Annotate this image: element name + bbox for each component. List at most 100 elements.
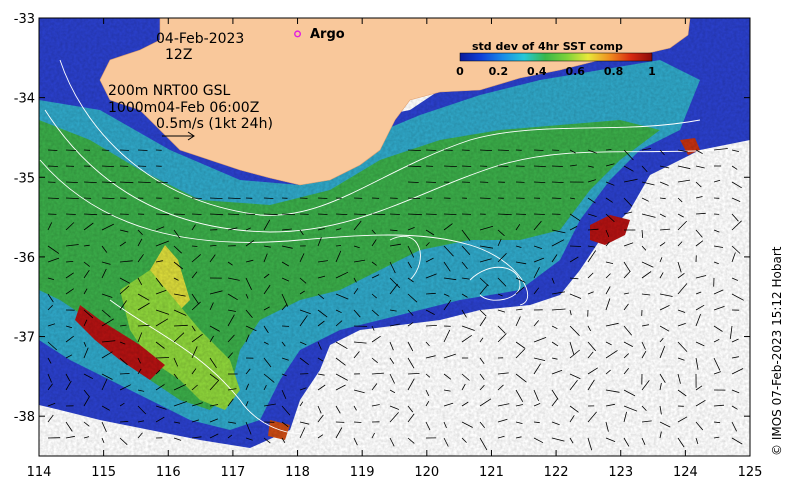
current-vector-arrow: [209, 325, 220, 332]
current-vector-arrow: [317, 341, 322, 350]
current-vector-arrow: [389, 309, 397, 312]
current-vector-arrow: [461, 401, 469, 407]
current-vector-arrow: [101, 318, 114, 327]
current-vector-arrow: [245, 401, 249, 407]
current-vector-arrow: [533, 389, 539, 401]
current-vector-arrow: [425, 341, 430, 347]
current-vector-arrow: [551, 165, 563, 167]
current-vector-arrow: [281, 357, 289, 361]
current-vector-arrow: [659, 373, 666, 383]
current-vector-arrow: [83, 373, 94, 380]
current-vector-arrow: [605, 341, 612, 346]
current-vector-arrow: [155, 213, 170, 216]
current-vector-arrow: [227, 421, 236, 424]
current-vector-arrow: [713, 338, 720, 343]
current-vector-arrow: [677, 165, 691, 170]
current-vector-arrow: [569, 379, 578, 391]
current-vector-arrow: [713, 148, 728, 151]
current-vector-arrow: [533, 213, 545, 215]
contour-legend-line-1: 200m NRT00 GSL: [108, 83, 231, 99]
current-vector-arrow: [353, 213, 367, 215]
current-vector-arrow: [659, 337, 664, 343]
current-vector-arrow: [731, 245, 741, 254]
current-vector-arrow: [353, 277, 357, 283]
current-vector-arrow: [551, 291, 565, 295]
current-vector-arrow: [515, 223, 521, 231]
current-vector-arrow: [335, 228, 342, 231]
current-vector-arrow: [335, 213, 348, 215]
current-vector-arrow: [713, 371, 722, 375]
current-vector-arrow: [497, 309, 506, 313]
current-vector-arrow: [119, 437, 128, 445]
current-vector-arrow: [569, 349, 580, 359]
current-vector-arrow: [263, 273, 270, 279]
current-vector-arrow: [155, 289, 167, 295]
current-vector-arrow: [479, 277, 489, 287]
map-hour: 12Z: [165, 47, 192, 63]
current-vector-arrow: [371, 213, 386, 216]
current-vector-arrow: [209, 302, 214, 311]
current-vector-arrow: [605, 421, 609, 432]
current-vector-arrow: [371, 309, 379, 317]
current-vector-arrow: [677, 323, 686, 327]
current-vector-arrow: [281, 213, 296, 215]
current-vector-arrow: [569, 277, 579, 280]
current-vector-arrow: [245, 437, 253, 441]
current-vector-arrow: [119, 229, 129, 233]
map-date: 04-Feb-2023: [156, 31, 244, 47]
current-vector-arrow: [551, 398, 559, 407]
current-vector-arrow: [281, 373, 287, 377]
current-vector-arrow: [551, 437, 565, 442]
current-vector-arrow: [479, 149, 493, 151]
current-vector-arrow: [605, 197, 613, 203]
current-vector-arrow: [245, 277, 252, 290]
current-vector-arrow: [65, 354, 73, 359]
current-vector-arrow: [353, 421, 362, 423]
current-vector-arrow: [425, 273, 437, 279]
current-vector-arrow: [209, 290, 223, 295]
colorbar: std dev of 4hr SST comp 0 0.2 0.4 0.6 0.8 1: [456, 40, 656, 78]
current-vector-arrow: [83, 389, 90, 398]
current-vector-arrow: [533, 257, 545, 263]
current-vector-arrow: [317, 434, 324, 439]
current-vector-arrow: [497, 325, 506, 334]
copyright-credit: © IMOS 07-Feb-2023 15:12 Hobart: [770, 246, 784, 456]
current-vector-arrow: [659, 405, 662, 415]
current-vector-arrow: [173, 261, 184, 270]
current-vector-arrow: [515, 286, 525, 295]
current-vector-arrow: [623, 211, 633, 215]
current-vector-arrow: [533, 181, 546, 183]
current-vector-arrow: [227, 293, 238, 301]
current-vector-arrow: [119, 241, 127, 247]
current-vector-arrow: [641, 229, 644, 239]
current-vector-arrow: [101, 293, 113, 298]
longitude-tick-label: 115: [91, 465, 116, 480]
current-vector-arrow: [173, 384, 187, 391]
current-vector-arrow: [191, 419, 200, 423]
current-vector-arrow: [317, 260, 328, 263]
current-vector-arrow: [731, 421, 737, 432]
longitude-tick-label: 118: [285, 465, 310, 480]
current-vector-arrow: [407, 277, 414, 283]
current-vector-arrow: [137, 254, 144, 263]
current-vector-arrow: [623, 367, 630, 375]
current-vector-arrow: [587, 228, 599, 231]
current-vector-arrow: [353, 437, 358, 446]
current-vector-arrow: [353, 288, 359, 295]
current-vector-arrow: [587, 165, 594, 168]
current-vector-arrow: [209, 380, 219, 391]
current-vector-arrow: [479, 245, 494, 249]
current-vector-arrow: [695, 229, 703, 238]
current-vector-arrow: [353, 351, 360, 359]
current-vector-arrow: [227, 434, 233, 439]
current-vector-arrow: [317, 275, 326, 279]
current-vector-arrow: [299, 401, 304, 407]
current-vector-arrow: [443, 329, 451, 343]
current-vector-arrow: [83, 213, 98, 216]
current-vector-arrow: [101, 421, 107, 432]
current-vector-arrow: [299, 421, 310, 425]
current-vector-arrow: [443, 299, 452, 311]
current-vector-arrow: [641, 165, 648, 173]
current-vector-arrow: [407, 357, 415, 369]
current-vector-arrow: [245, 293, 249, 299]
